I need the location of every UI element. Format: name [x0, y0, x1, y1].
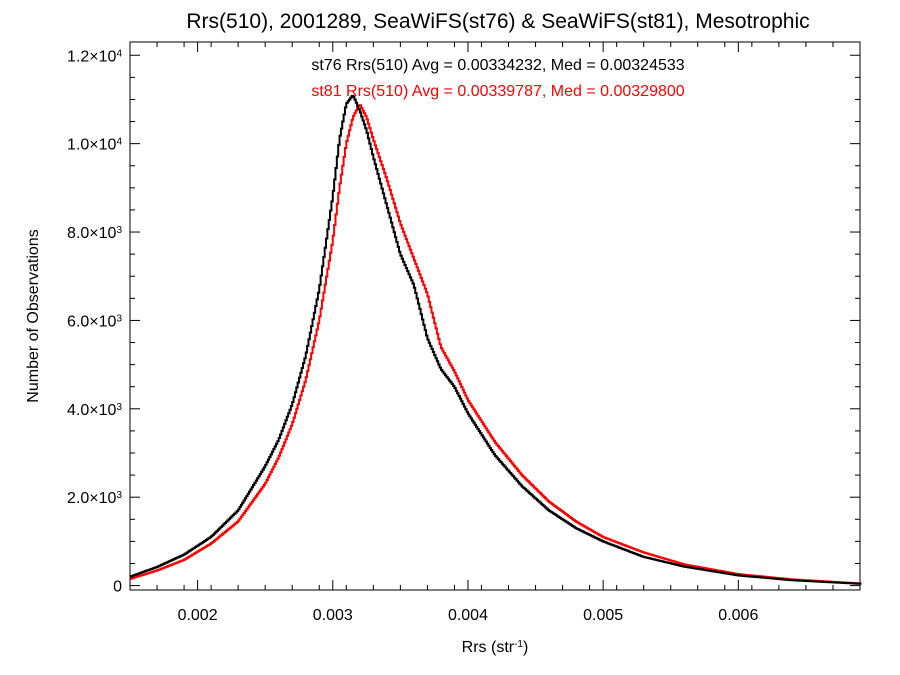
x-tick-label: 0.002: [178, 607, 218, 624]
x-tick-label: 0.005: [583, 607, 623, 624]
legend-st76: st76 Rrs(510) Avg = 0.00334232, Med = 0.…: [311, 57, 684, 74]
x-tick-label: 0.003: [313, 607, 353, 624]
series-st76-line: [130, 94, 862, 585]
y-axis: 0 2.0×103 4.0×103 6.0×103 8.0×103 1.0×104 1.2×…: [67, 48, 860, 596]
y-tick-label: 8.0×103: [67, 225, 122, 243]
y-tick-label: 1.0×104: [67, 136, 122, 154]
y-tick-label: 6.0×103: [67, 313, 122, 331]
x-axis: 0.002 0.003 0.004 0.005 0.006: [129, 42, 861, 624]
y-tick-label: 4.0×103: [67, 401, 122, 419]
x-tick-label: 0.006: [718, 607, 758, 624]
plot-series: [130, 94, 862, 585]
y-tick-label: 0: [113, 579, 122, 596]
y-axis-label: Number of Observations: [25, 229, 42, 402]
plot-frame: [129, 41, 861, 591]
y-tick-label: 1.2×104: [67, 48, 122, 66]
x-tick-label: 0.004: [448, 607, 488, 624]
y-tick-label: 2.0×103: [67, 490, 122, 508]
legend-st81: st81 Rrs(510) Avg = 0.00339787, Med = 0.…: [311, 83, 684, 100]
x-axis-label: Rrs (str-1): [462, 639, 529, 657]
series-st81-line: [130, 104, 862, 585]
chart-title: Rrs(510), 2001289, SeaWiFS(st76) & SeaWi…: [186, 10, 809, 33]
